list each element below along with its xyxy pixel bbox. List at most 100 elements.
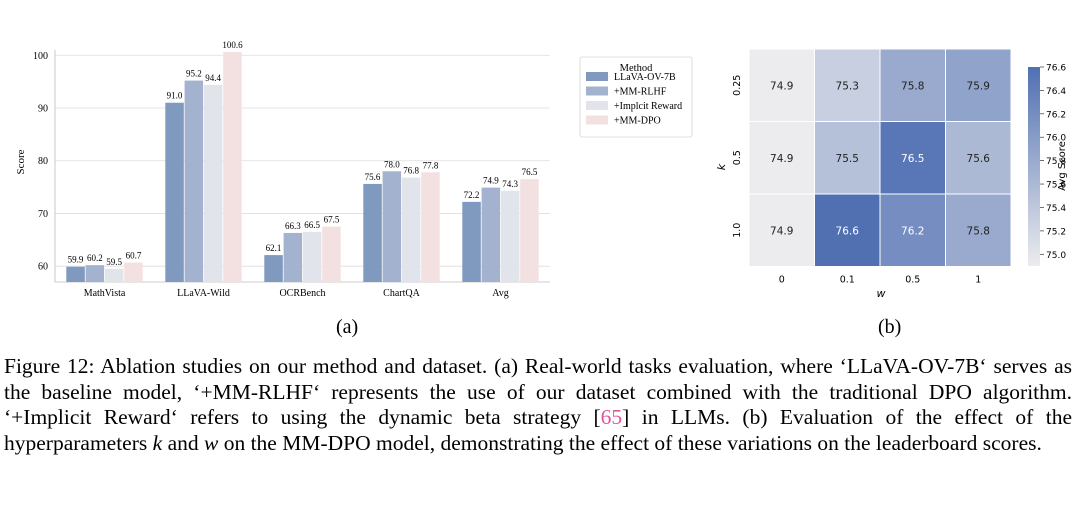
bar — [500, 190, 520, 282]
bar-x-tick-label: MathVista — [84, 288, 126, 299]
bar — [322, 226, 341, 282]
bar-x-tick-label: ChartQA — [383, 288, 420, 299]
heatmap-y-axis-label: k — [715, 163, 728, 170]
caption-text-4: on the MM-DPO model, demonstrating the e… — [218, 430, 1042, 455]
bar — [104, 268, 124, 282]
heatmap-cell-label: 74.9 — [770, 225, 793, 237]
colorbar-label: Avg Score — [1057, 141, 1068, 191]
bar — [223, 52, 242, 282]
bar-value-label: 77.8 — [423, 160, 439, 170]
bar — [165, 102, 184, 283]
heatmap-y-tick-label: 1.0 — [732, 223, 743, 238]
bar-value-label: 59.5 — [106, 257, 122, 267]
heatmap-cell-label: 75.5 — [836, 153, 859, 165]
heatmap-cell-label: 76.2 — [901, 225, 924, 237]
heatmap-cell-label: 75.6 — [967, 153, 991, 165]
colorbar-tick-label: 75.2 — [1046, 227, 1066, 237]
heatmap-cell-label: 75.8 — [901, 80, 924, 92]
bar-value-label: 60.2 — [87, 253, 103, 263]
heatmap-cell-label: 75.8 — [967, 225, 990, 237]
legend-entry-label: LLaVA-OV-7B — [614, 72, 676, 83]
legend-swatch — [586, 72, 608, 81]
bar-y-tick-label: 100 — [33, 51, 48, 62]
bar-value-label: 76.5 — [522, 167, 538, 177]
bar-x-tick-label: Avg — [492, 288, 508, 299]
heatmap-x-axis-label: w — [877, 287, 886, 300]
heatmap-y-tick-label: 0.25 — [732, 75, 743, 96]
bar-y-tick-label: 60 — [38, 262, 48, 273]
bar — [283, 232, 303, 282]
heatmap-cell-label: 76.5 — [901, 153, 924, 165]
bar-value-label: 100.6 — [222, 40, 243, 50]
bar-value-label: 59.9 — [68, 255, 84, 265]
bar-value-label: 72.2 — [464, 190, 480, 200]
bar-value-label: 76.8 — [403, 166, 419, 176]
legend-entry-label: +Implcit Reward — [614, 101, 682, 112]
heatmap-cell — [879, 193, 946, 267]
colorbar-tick-label: 76.6 — [1046, 64, 1066, 74]
bar-chart-y-axis-label: Score — [15, 149, 27, 174]
colorbar — [1028, 67, 1040, 266]
subfigure-a-label: (a) — [336, 316, 359, 338]
bar-value-label: 95.2 — [186, 69, 202, 79]
heatmap-x-ticks: 0 0.1 0.5 1 — [779, 275, 982, 286]
heatmap-cell-label: 75.3 — [836, 80, 859, 92]
heatmap-y-tick-label: 0.5 — [732, 150, 743, 165]
bar-value-label: 78.0 — [384, 159, 400, 169]
bar — [481, 187, 501, 282]
colorbar-tick-label: 75.8 — [1046, 157, 1066, 167]
heatmap-y-ticks: 0.25 0.5 1.0 — [732, 75, 743, 238]
subfigure-b-label: (b) — [878, 316, 902, 338]
heatmap-cell — [945, 193, 1012, 267]
bar-value-label: 66.5 — [304, 220, 320, 230]
heatmap-cell — [879, 121, 946, 195]
bar-chart-x-ticks: MathVista LLaVA-Wild OCRBench ChartQA Avg — [84, 288, 509, 299]
heatmap-cell — [814, 48, 881, 122]
bar-value-label: 74.3 — [502, 179, 518, 189]
legend-swatch — [586, 115, 608, 125]
bar — [203, 84, 223, 282]
bar — [462, 201, 481, 282]
bar — [520, 179, 539, 282]
bar — [264, 255, 283, 282]
bar-value-label: 66.3 — [285, 221, 301, 231]
math-w: w — [203, 430, 219, 455]
heatmap-cell-labels: 74.9 75.3 75.8 75.9 74.9 75.5 76.5 75.6 74.9 76.6… — [770, 80, 990, 237]
caption-text-1: Figure 12: Ablation studies on our metho… — [4, 354, 1072, 429]
colorbar-tick-label: 76.4 — [1046, 87, 1066, 97]
legend-swatch — [586, 86, 608, 96]
legend-entry-label: +MM-DPO — [614, 116, 661, 127]
bar-chart-y-ticks: 60 70 80 90 100 — [33, 51, 48, 273]
bar-chart-value-labels: 59.9 60.2 59.5 60.7 91.0 95.2 94.4 100.6 62.1 66.… — [68, 40, 538, 267]
citation-link[interactable]: 65 — [600, 405, 623, 429]
bar-y-tick-label: 70 — [38, 209, 48, 220]
heatmap-cell-label: 74.9 — [770, 80, 793, 92]
bar — [184, 80, 204, 282]
bar-value-label: 94.4 — [205, 73, 221, 83]
heatmap-x-tick-label: 0.5 — [905, 275, 920, 286]
legend-swatch — [586, 101, 608, 110]
colorbar-ticks: 76.6 76.4 76.2 76.0 75.8 75.6 75.4 75.2 75.0 — [1040, 64, 1066, 261]
figure-caption: Figure 12: Ablation studies on our metho… — [4, 354, 1072, 456]
heatmap-chart: 74.9 75.3 75.8 75.9 74.9 75.5 76.5 75.6 74.9 76.6… — [715, 48, 1068, 300]
bar — [382, 171, 402, 282]
bar — [124, 262, 143, 282]
heatmap-cell-label: 76.6 — [836, 225, 860, 237]
bar-value-label: 91.0 — [167, 91, 183, 101]
bar — [85, 265, 105, 282]
caption-text-2: ] in LLMs. (b) Evaluation of the effect … — [4, 405, 1072, 455]
bar-value-label: 67.5 — [324, 215, 340, 225]
bar — [363, 183, 382, 282]
bar-value-label: 74.9 — [483, 176, 499, 186]
bar-value-label: 75.6 — [365, 172, 381, 182]
heatmap-cell-label: 74.9 — [770, 153, 793, 165]
bar-value-label: 60.7 — [126, 250, 142, 260]
colorbar-tick-label: 76.0 — [1046, 134, 1066, 144]
bar-value-label: 62.1 — [266, 243, 282, 253]
colorbar-tick-label: 75.4 — [1046, 204, 1066, 214]
caption-text-3: and — [162, 430, 204, 455]
heatmap-cells — [748, 48, 1012, 267]
bar-x-tick-label: OCRBench — [279, 288, 325, 299]
heatmap-x-tick-label: 0 — [779, 275, 785, 286]
bar-chart-legend: Method LLaVA-OV-7B +MM-RLHF +Implcit Rewar… — [579, 56, 693, 138]
